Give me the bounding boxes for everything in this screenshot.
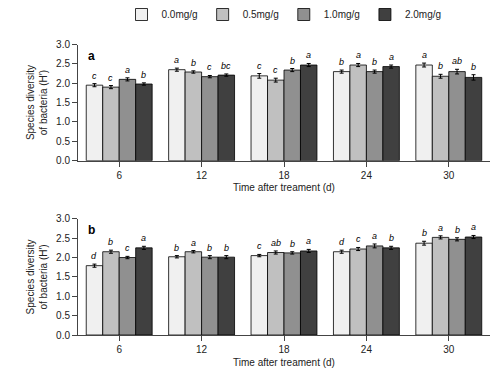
svg-text:30: 30 xyxy=(443,344,455,355)
svg-text:1.5: 1.5 xyxy=(56,271,70,282)
svg-text:2.5: 2.5 xyxy=(56,233,70,244)
svg-text:a: a xyxy=(174,55,179,65)
svg-text:24: 24 xyxy=(361,344,373,355)
svg-text:b: b xyxy=(389,233,394,243)
svg-text:b: b xyxy=(141,70,146,80)
svg-text:3.0: 3.0 xyxy=(56,213,70,224)
svg-text:Time after treament (d): Time after treament (d) xyxy=(233,357,335,368)
svg-text:a: a xyxy=(88,49,95,63)
svg-text:b: b xyxy=(339,57,344,67)
svg-text:a: a xyxy=(389,52,394,62)
svg-text:Time after treament (d): Time after treament (d) xyxy=(233,182,335,193)
svg-text:c: c xyxy=(273,65,278,75)
svg-text:a: a xyxy=(471,222,476,232)
svg-text:2.5: 2.5 xyxy=(56,58,70,69)
svg-text:a: a xyxy=(125,65,130,75)
svg-text:b: b xyxy=(290,56,295,66)
svg-text:b: b xyxy=(290,239,295,249)
svg-text:Species diversityof bacteria (: Species diversityof bacteria (H′) xyxy=(25,65,49,140)
svg-text:b: b xyxy=(455,225,460,235)
svg-text:b: b xyxy=(108,237,113,247)
svg-text:c: c xyxy=(92,71,97,81)
svg-text:b: b xyxy=(207,243,212,253)
svg-text:0.0: 0.0 xyxy=(56,330,70,341)
svg-text:d: d xyxy=(339,237,345,247)
svg-text:a: a xyxy=(141,233,146,243)
svg-text:bc: bc xyxy=(221,61,231,71)
svg-text:b: b xyxy=(88,223,95,237)
svg-text:24: 24 xyxy=(361,170,373,181)
svg-text:d: d xyxy=(91,251,97,261)
svg-text:0.5: 0.5 xyxy=(56,310,70,321)
svg-text:b: b xyxy=(372,57,377,67)
svg-text:b: b xyxy=(174,243,179,253)
svg-text:ab: ab xyxy=(271,238,281,248)
svg-text:a: a xyxy=(372,231,377,241)
svg-text:a: a xyxy=(306,50,311,60)
svg-text:b: b xyxy=(224,243,229,253)
svg-text:a: a xyxy=(438,223,443,233)
svg-text:c: c xyxy=(207,62,212,72)
svg-text:b: b xyxy=(191,58,196,68)
svg-text:ab: ab xyxy=(452,56,462,66)
svg-text:18: 18 xyxy=(278,344,290,355)
svg-text:a: a xyxy=(306,236,311,246)
svg-text:12: 12 xyxy=(196,170,208,181)
svg-text:1.0mg/g: 1.0mg/g xyxy=(324,9,360,20)
svg-text:c: c xyxy=(257,61,262,71)
svg-text:0.0mg/g: 0.0mg/g xyxy=(162,9,198,20)
svg-text:a: a xyxy=(422,50,427,60)
svg-text:b: b xyxy=(422,228,427,238)
svg-text:0.0: 0.0 xyxy=(56,155,70,166)
svg-text:1.5: 1.5 xyxy=(56,97,70,108)
svg-text:b: b xyxy=(471,62,476,72)
svg-text:b: b xyxy=(438,61,443,71)
svg-text:a: a xyxy=(191,238,196,248)
svg-text:6: 6 xyxy=(116,170,122,181)
svg-text:c: c xyxy=(125,243,130,253)
svg-text:6: 6 xyxy=(116,344,122,355)
svg-text:18: 18 xyxy=(278,170,290,181)
svg-text:3.0: 3.0 xyxy=(56,39,70,50)
svg-text:Species diversityof bacteria (: Species diversityof bacteria (H′) xyxy=(25,239,49,314)
svg-text:1.0: 1.0 xyxy=(56,291,70,302)
svg-text:1.0: 1.0 xyxy=(56,116,70,127)
svg-text:c: c xyxy=(108,73,113,83)
svg-text:2.0: 2.0 xyxy=(56,78,70,89)
svg-text:12: 12 xyxy=(196,344,208,355)
svg-text:a: a xyxy=(356,50,361,60)
svg-text:c: c xyxy=(356,234,361,244)
svg-text:0.5: 0.5 xyxy=(56,136,70,147)
svg-text:2.0mg/g: 2.0mg/g xyxy=(405,9,441,20)
svg-text:2.0: 2.0 xyxy=(56,252,70,263)
svg-text:30: 30 xyxy=(443,170,455,181)
svg-text:0.5mg/g: 0.5mg/g xyxy=(243,9,279,20)
svg-text:c: c xyxy=(257,241,262,251)
